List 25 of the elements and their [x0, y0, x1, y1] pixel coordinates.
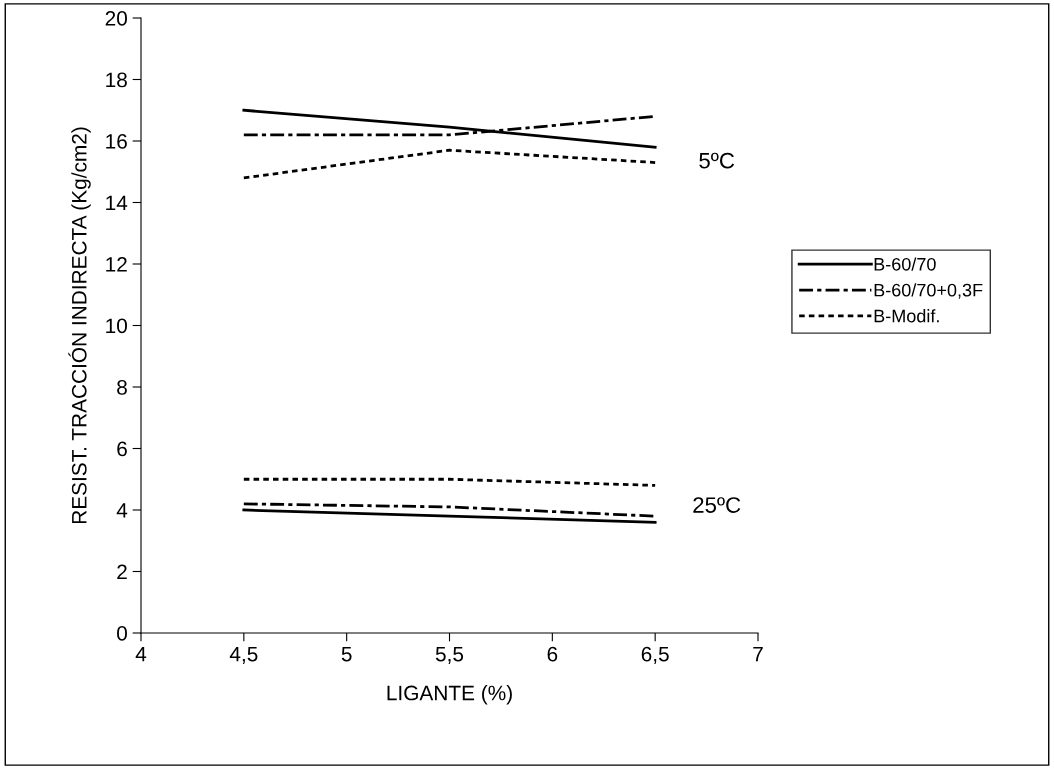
- x-tick-label: 4: [135, 646, 147, 662]
- y-tick-label: 8: [117, 380, 127, 395]
- y-tick-label: 0: [117, 626, 127, 641]
- annotation: 5ºC: [699, 152, 735, 169]
- y-axis-title: RESIST. TRACCIÓN INDIRECTA (Kg/cm2): [68, 127, 91, 524]
- y-tick-label: 10: [106, 318, 127, 334]
- y-tick-label: 20: [105, 11, 127, 26]
- x-axis-title: LIGANTE (%): [387, 685, 512, 705]
- x-tick-label: 4,5: [229, 646, 258, 664]
- legend-label: B-60/70: [874, 257, 936, 271]
- y-tick-label: 16: [106, 134, 127, 149]
- legend-label: B-60/70+0,3F: [874, 283, 983, 299]
- x-tick-label: 5: [341, 646, 352, 662]
- annotation: 25ºC: [693, 497, 741, 513]
- x-tick-label: 5,5: [435, 646, 464, 664]
- x-tick-label: 6,5: [641, 646, 669, 664]
- y-tick-label: 18: [106, 72, 127, 88]
- y-tick-label: 4: [116, 503, 128, 518]
- x-tick-label: 7: [753, 646, 763, 662]
- x-tick-label: 6: [547, 646, 558, 662]
- y-tick-label: 14: [106, 195, 128, 211]
- y-tick-label: 12: [106, 257, 127, 272]
- legend-label: B-Modif.: [874, 309, 939, 323]
- y-tick-label: 2: [117, 564, 127, 580]
- y-tick-label: 6: [117, 441, 127, 457]
